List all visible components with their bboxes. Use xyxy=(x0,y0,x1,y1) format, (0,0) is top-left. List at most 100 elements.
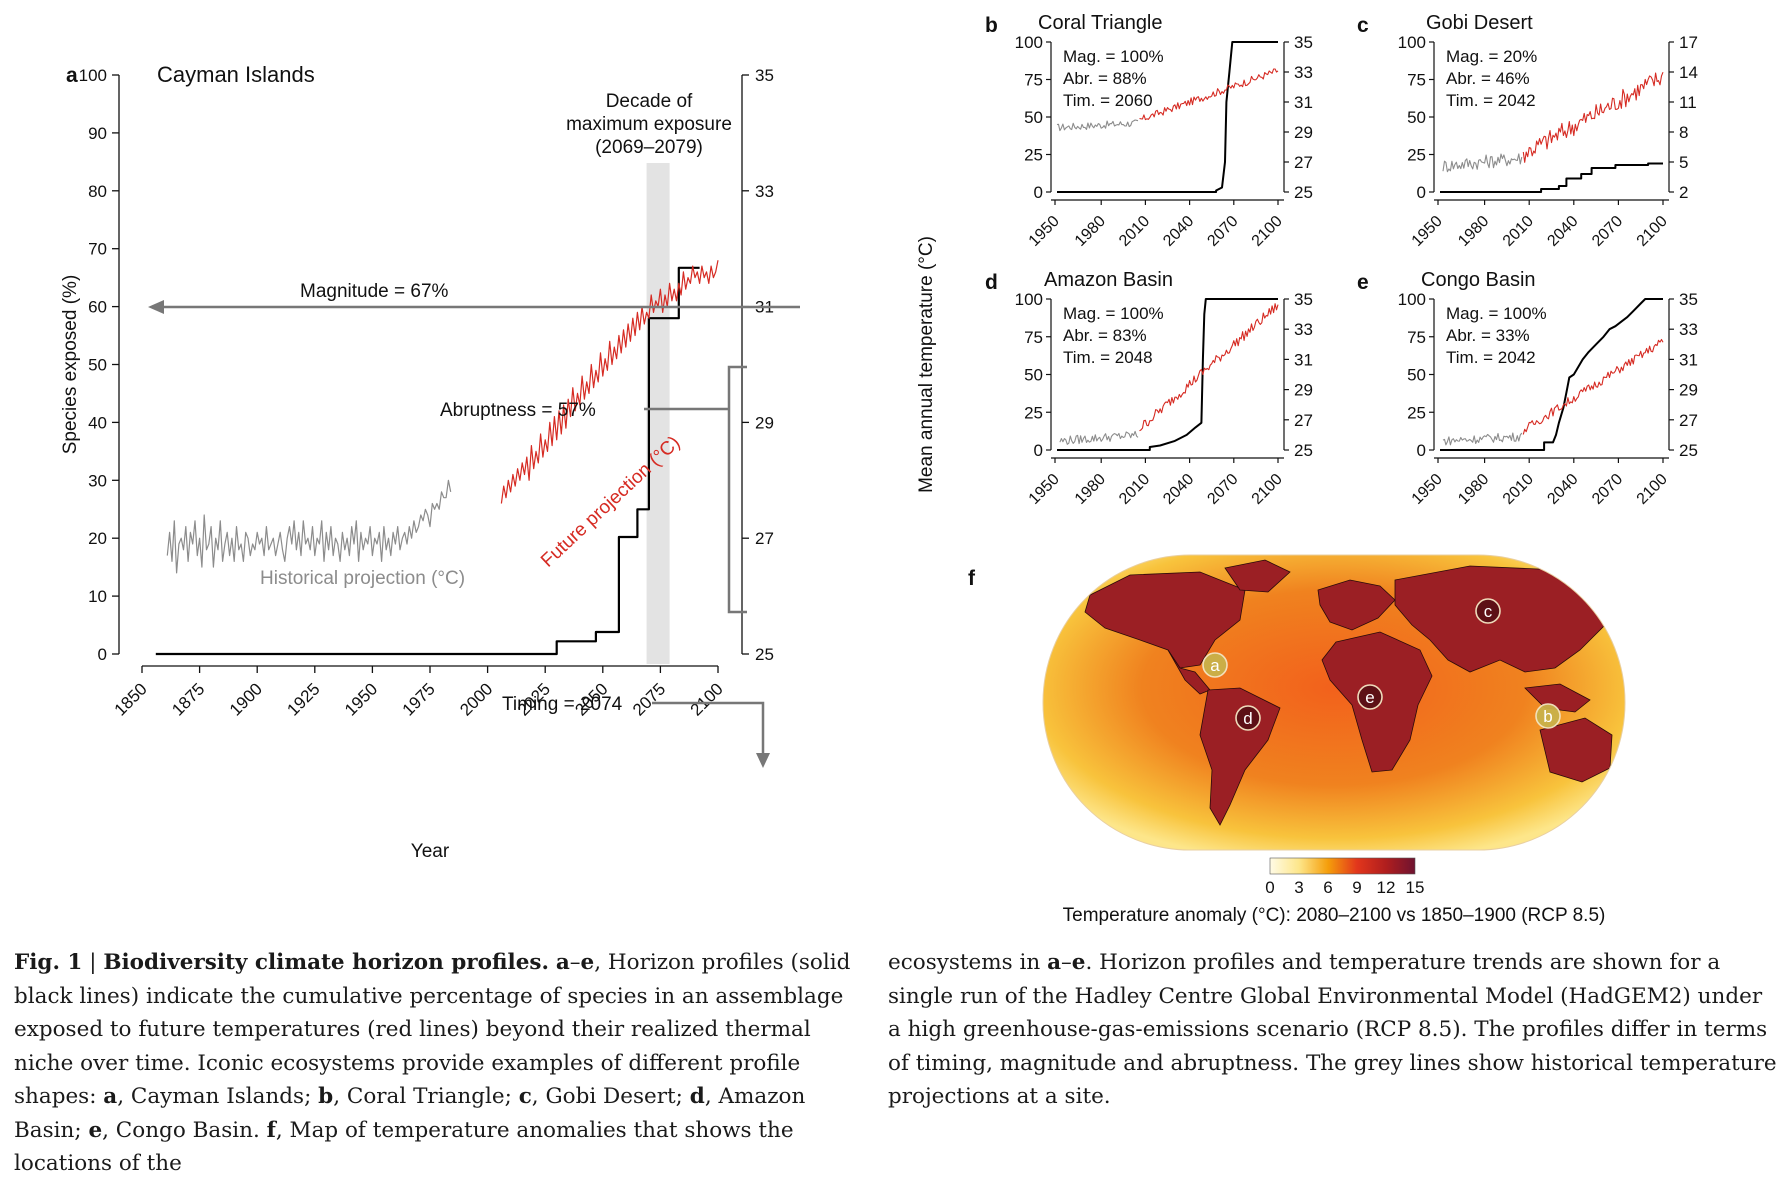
x-tick-label: 2010 xyxy=(1116,471,1153,508)
map-marker-b xyxy=(1535,703,1561,729)
caption-panel-ref: a xyxy=(555,950,570,975)
timing-arrowhead xyxy=(756,753,770,768)
map-marker-label: d xyxy=(1243,709,1252,728)
x-axis-label: Year xyxy=(411,841,450,862)
left-tick-label: 100 xyxy=(1398,33,1426,52)
right-tick-label: 31 xyxy=(1294,350,1313,369)
right-tick-label: 29 xyxy=(1294,381,1313,400)
caption-panel-ref: a xyxy=(103,1084,118,1109)
y-axis-label-left: Species exposed (%) xyxy=(60,275,81,455)
panel-letter-e: e xyxy=(1357,271,1369,294)
panel-b: 0 25 50 75 100 25 27 29 31 33 35 1950 1980 2010 2040 20… xyxy=(985,12,1313,250)
left-tick-label: 25 xyxy=(1407,403,1426,422)
max-exposure-label: (2069–2079) xyxy=(595,137,703,158)
left-tick-label: 50 xyxy=(88,356,107,375)
right-tick-label: 11 xyxy=(1679,93,1697,112)
x-tick-label: 1950 xyxy=(1409,471,1446,508)
colorbar-tick-label: 9 xyxy=(1352,878,1361,897)
left-tick-label: 50 xyxy=(1024,108,1043,127)
abruptness-label: Abruptness = 57% xyxy=(440,400,596,421)
caption-body-left: a–e, Horizon profiles (solid black lines… xyxy=(14,950,850,1176)
historical-label: Historical projection (°C) xyxy=(260,568,465,589)
right-tick-label: 33 xyxy=(755,182,774,201)
x-tick-label: 2070 xyxy=(1204,471,1241,508)
map-marker-e xyxy=(1357,684,1383,710)
x-tick-label: 2075 xyxy=(629,679,669,719)
caption-fig-label: Fig. 1 xyxy=(14,950,83,975)
map-maritime-asia xyxy=(1524,683,1591,713)
map-marker-label: c xyxy=(1484,602,1493,621)
map-marker-c xyxy=(1475,598,1501,624)
panel-d: 0 25 50 75 100 25 27 29 31 33 35 1950 1980 2010 2040 20… xyxy=(985,269,1313,508)
left-tick-label: 100 xyxy=(79,66,107,85)
abruptness-bracket xyxy=(727,365,747,614)
left-tick-label: 0 xyxy=(1034,183,1043,202)
left-tick-label: 25 xyxy=(1024,403,1043,422)
left-tick-label: 25 xyxy=(1407,146,1426,165)
right-tick-label: 27 xyxy=(1294,153,1313,172)
map-marker-label: b xyxy=(1543,707,1552,726)
series-line-1 xyxy=(1442,153,1523,173)
x-tick-label: 1875 xyxy=(168,679,208,719)
colorbar-label: Temperature anomaly (°C): 2080–2100 vs 1… xyxy=(1063,905,1606,926)
left-tick-label: 100 xyxy=(1015,290,1043,309)
right-tick-label: 31 xyxy=(1294,93,1313,112)
timing-label: Timing = 2074 xyxy=(502,694,623,715)
caption-text: , Coral Triangle; xyxy=(333,1084,519,1109)
left-tick-label: 0 xyxy=(98,645,107,664)
colorbar-tick-label: 6 xyxy=(1323,878,1332,897)
left-tick-label: 50 xyxy=(1024,366,1043,385)
left-tick-label: 100 xyxy=(1398,290,1426,309)
x-tick-label: 2070 xyxy=(1204,213,1241,250)
series-line-0 xyxy=(1440,162,1663,193)
left-tick-label: 0 xyxy=(1417,183,1426,202)
x-tick-label: 2100 xyxy=(1249,471,1286,508)
magnitude-label: Magnitude = 67% xyxy=(300,281,449,302)
map-marker-d xyxy=(1235,705,1261,731)
right-tick-label: 5 xyxy=(1679,153,1688,172)
left-tick-label: 0 xyxy=(1417,441,1426,460)
caption-text: ecosystems in xyxy=(888,950,1048,975)
left-tick-label: 100 xyxy=(1015,33,1043,52)
left-tick-label: 75 xyxy=(1407,328,1426,347)
right-tick-label: 8 xyxy=(1679,123,1688,142)
map-north-america xyxy=(1084,571,1246,669)
series-line-1 xyxy=(1059,430,1139,445)
caption-panel-ref: b xyxy=(318,1084,334,1109)
series-line-2 xyxy=(1139,68,1279,121)
colorbar-tick-label: 15 xyxy=(1406,878,1425,897)
left-tick-label: 75 xyxy=(1024,328,1043,347)
x-tick-label: 1980 xyxy=(1072,471,1109,508)
x-tick-label: 1900 xyxy=(226,679,266,719)
caption-panel-ref: a xyxy=(1047,950,1062,975)
caption-panel-ref: e xyxy=(88,1117,103,1143)
magnitude-arrowhead xyxy=(148,300,164,314)
x-tick-label: 1850 xyxy=(111,679,151,719)
map-outline xyxy=(1042,554,1626,851)
series-line-0 xyxy=(1057,298,1278,451)
x-tick-label: 1975 xyxy=(399,679,439,719)
stat-label: Tim. = 2060 xyxy=(1063,91,1153,110)
panel-letter-c: c xyxy=(1357,14,1369,37)
x-tick-label: 2040 xyxy=(1544,213,1581,250)
panel-f: f a b c d e 0 3 6 9 12 15 Temperature anomaly (°C): … xyxy=(968,554,1626,926)
right-tick-label: 35 xyxy=(755,66,774,85)
x-tick-label: 2000 xyxy=(456,679,496,719)
left-tick-label: 10 xyxy=(88,587,107,606)
stat-label: Mag. = 100% xyxy=(1446,304,1547,323)
right-tick-label: 17 xyxy=(1679,33,1698,52)
series-line-0 xyxy=(1440,298,1663,451)
left-tick-label: 75 xyxy=(1407,71,1426,90)
caption-text: , Amazon Basin; xyxy=(14,1084,806,1143)
x-tick-label: 1925 xyxy=(283,679,323,719)
right-tick-label: 33 xyxy=(1294,63,1313,82)
x-tick-label: 2070 xyxy=(1589,213,1626,250)
caption-panel-ref: f xyxy=(266,1117,276,1143)
max-exposure-label: maximum exposure xyxy=(566,114,732,135)
series-line-2 xyxy=(1139,303,1279,432)
caption-panel-ref: e xyxy=(580,950,595,975)
series-line-0 xyxy=(1057,41,1278,193)
panel-letter-d: d xyxy=(985,271,998,294)
x-tick-label: 2100 xyxy=(687,679,727,719)
